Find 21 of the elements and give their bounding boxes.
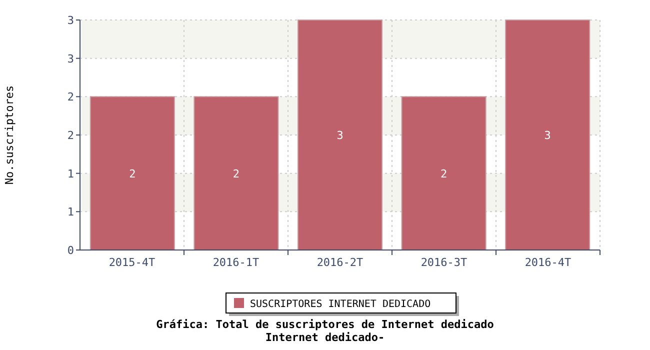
- y-tick-label: 3: [67, 52, 74, 66]
- text: SUSCRIPTORES INTERNET DEDICADO: [250, 299, 431, 310]
- text: Internet dedicado-: [265, 331, 385, 344]
- data-label: 3: [544, 129, 551, 142]
- x-tick-label: 2015-4T: [108, 256, 156, 269]
- x-tick-label: 2016-2T: [316, 256, 364, 269]
- data-label: 2: [129, 167, 136, 180]
- y-tick-label: 1: [67, 206, 74, 219]
- x-tick-label: 2016-4T: [524, 256, 572, 269]
- text: Gráfica: Total de suscriptores de Internet dedicado: [156, 318, 494, 331]
- y-axis-title: No.suscriptores: [3, 85, 16, 185]
- y-tick-label: 2: [67, 129, 74, 142]
- y-tick-label: 3: [67, 14, 74, 27]
- data-label: 2: [232, 167, 240, 180]
- y-tick-label: 1: [67, 167, 74, 180]
- x-tick-label: 2016-3T: [420, 256, 468, 269]
- data-label: 2: [440, 167, 448, 180]
- y-tick-label: 0: [67, 244, 74, 257]
- x-tick-label: 2016-1T: [212, 256, 260, 269]
- data-label: 3: [336, 129, 344, 142]
- y-tick-label: 2: [67, 90, 74, 104]
